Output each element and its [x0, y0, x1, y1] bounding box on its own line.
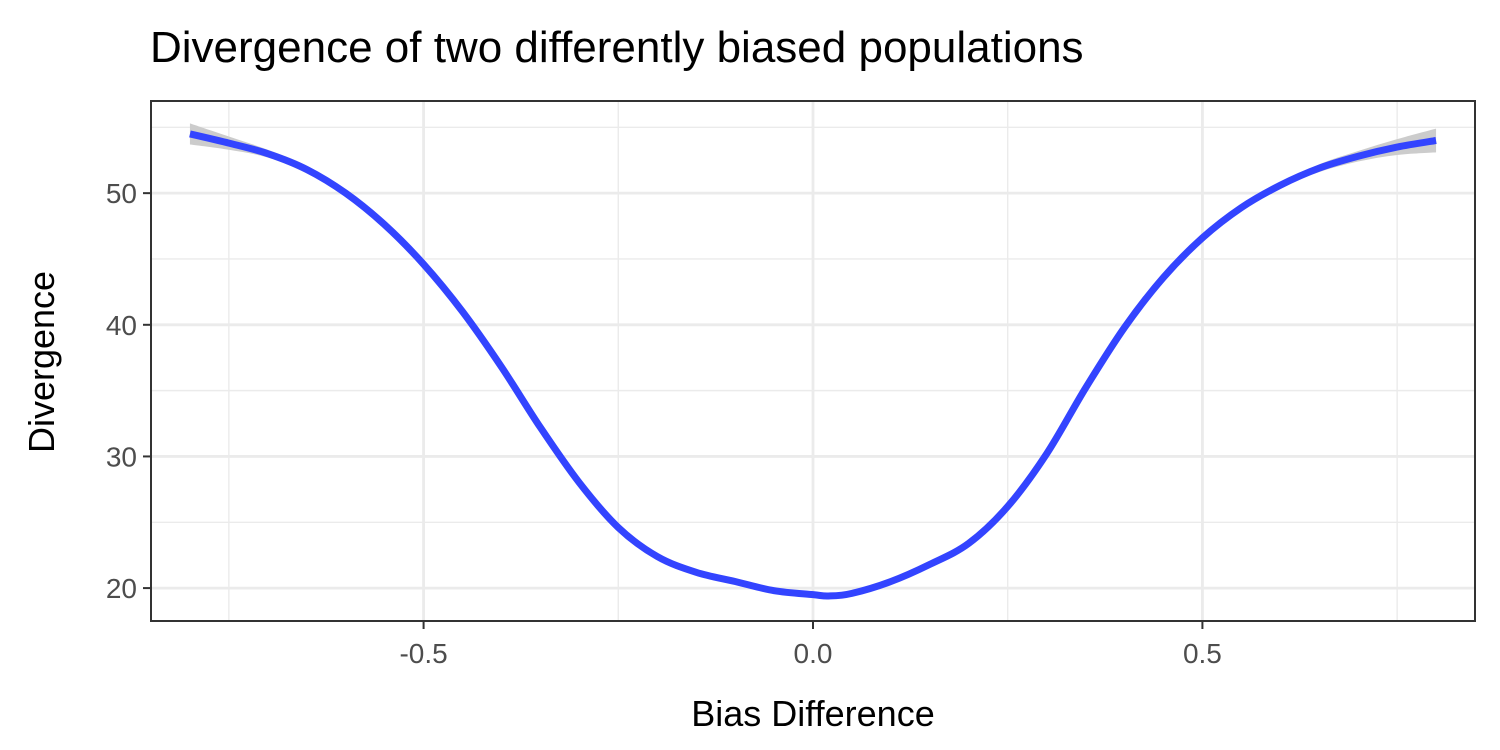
x-tick-label-2: 0.5	[1183, 638, 1222, 669]
y-tick-label-0: 20	[106, 573, 137, 604]
plot-panel	[150, 100, 1476, 622]
x-tick-label-0: -0.5	[399, 638, 447, 669]
x-axis: -0.5 0.0 0.5	[399, 621, 1222, 669]
y-tick-label-3: 50	[106, 178, 137, 209]
x-axis-title: Bias Difference	[691, 693, 934, 734]
y-axis: 20 30 40 50	[106, 178, 151, 604]
smooth-line	[189, 130, 1437, 600]
chart-title: Divergence of two differently biased pop…	[150, 23, 1084, 72]
y-axis-title: Divergence	[21, 271, 62, 453]
x-tick-label-1: 0.0	[794, 638, 833, 669]
y-tick-label-2: 40	[106, 310, 137, 341]
y-tick-label-1: 30	[106, 441, 137, 472]
major-gridlines	[151, 101, 1475, 621]
